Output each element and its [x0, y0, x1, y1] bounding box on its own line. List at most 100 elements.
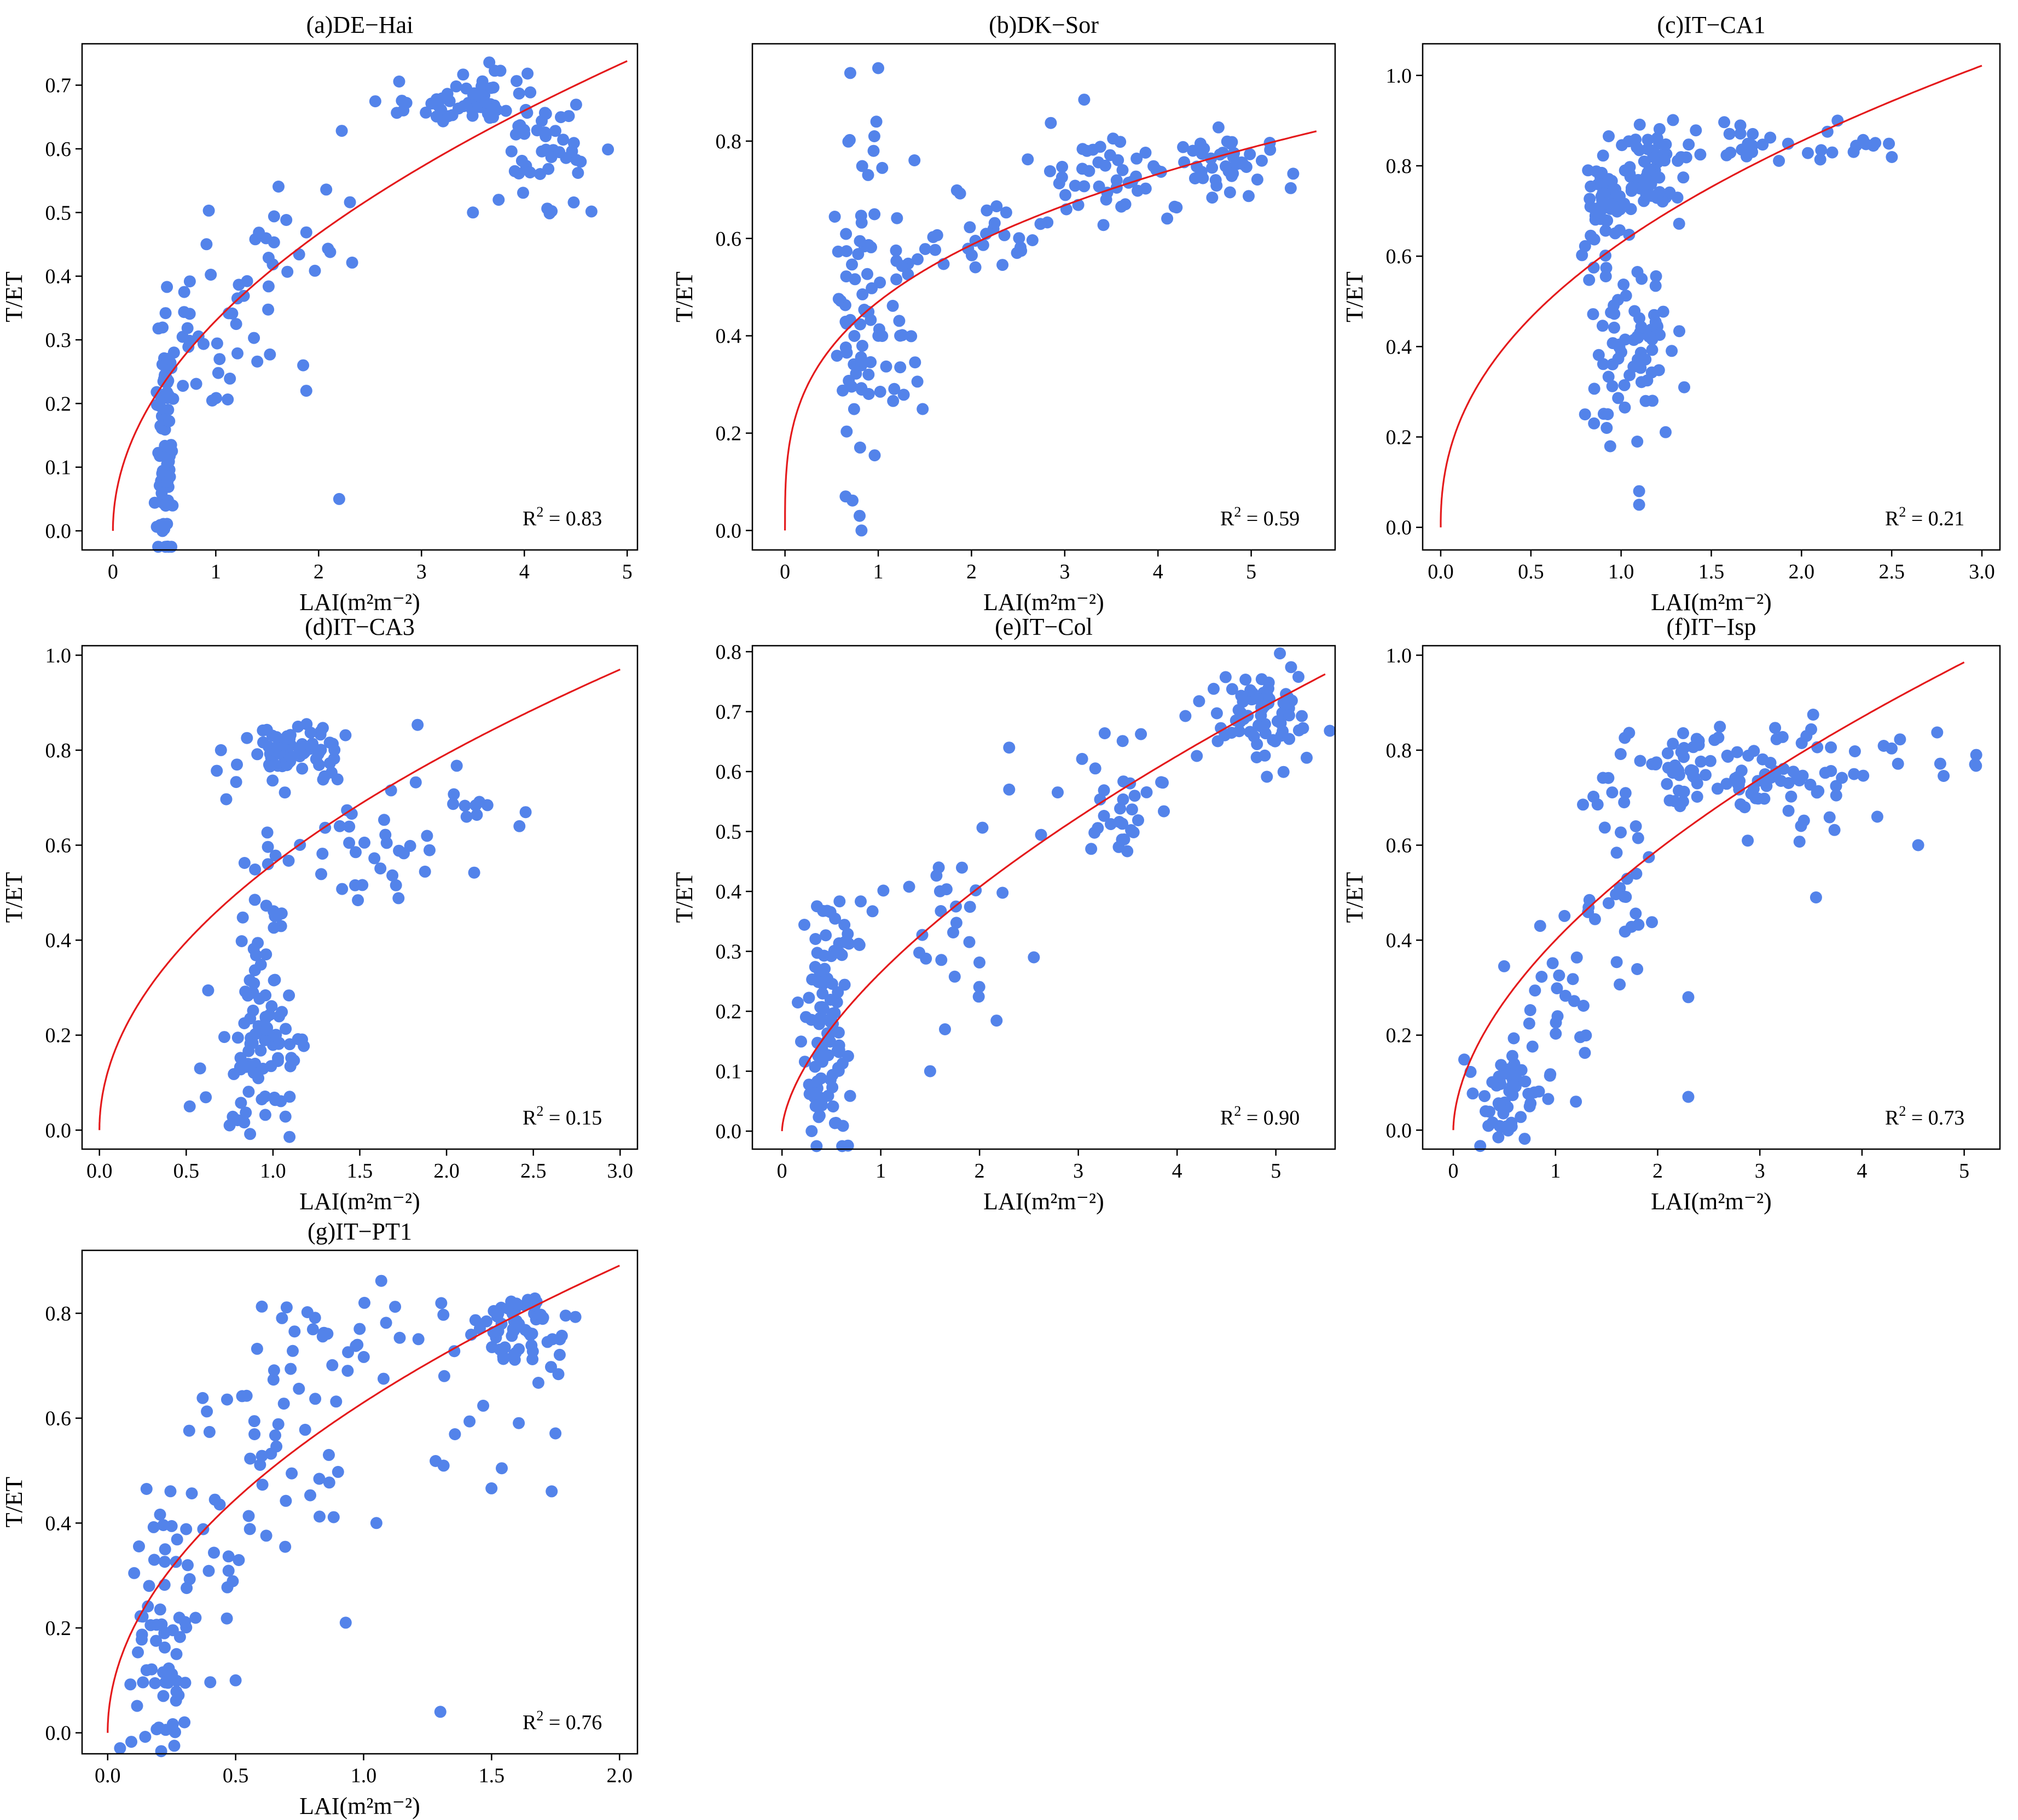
scatter-point [171, 1533, 183, 1546]
y-tick-label: 0.8 [1386, 155, 1412, 178]
scatter-point [261, 826, 274, 839]
scatter-point [1480, 1105, 1492, 1117]
x-axis-label: LAI(m²m⁻²) [299, 1188, 420, 1215]
scatter-point [888, 382, 901, 395]
scatter-point [935, 954, 948, 966]
scatter-point [990, 200, 1003, 212]
scatter-point [1747, 783, 1760, 795]
scatter-point [309, 264, 321, 277]
x-tick-label: 4 [1857, 1160, 1867, 1183]
scatter-point [317, 722, 329, 734]
y-tick-label: 0.6 [1386, 834, 1412, 857]
x-tick-label: 1 [1550, 1160, 1561, 1183]
scatter-point [854, 441, 866, 454]
chart-panel-d: (d)IT−CA3 0.0 0.5 1.0 1.5 2.0 2.5 3.0 0.0 0.2 0.4 0… [1, 613, 639, 1215]
y-tick-label: 0.5 [716, 821, 742, 844]
scatter-point [1894, 733, 1906, 746]
scatter-point [1623, 167, 1636, 180]
scatter-point [389, 1301, 402, 1313]
scatter-point [1264, 143, 1277, 156]
scatter-point [981, 204, 993, 217]
scatter-point [475, 80, 488, 92]
scatter-point [159, 307, 172, 320]
scatter-point [1550, 1028, 1562, 1040]
scatter-point [1045, 117, 1057, 129]
scatter-point [956, 861, 968, 874]
scatter-point [913, 947, 925, 959]
scatter-point [240, 1106, 252, 1119]
x-tick-label: 0.5 [173, 1160, 200, 1183]
panel-title: (g)IT−PT1 [308, 1218, 412, 1245]
scatter-point [973, 956, 985, 969]
scatter-point [183, 1100, 196, 1112]
chart-panel-e: (e)IT−Col 0 1 2 3 4 5 0.0 0.1 0.2 0.3 0.4 0.5 0.6 0.7 0… [671, 613, 1336, 1215]
scatter-point [270, 731, 283, 744]
r2-letter: R [1220, 507, 1234, 530]
scatter-point [1618, 379, 1631, 391]
scatter-point [844, 67, 856, 79]
scatter-point [831, 350, 843, 362]
scatter-point [322, 242, 334, 255]
panel-title: (f)IT−Isp [1666, 613, 1756, 640]
r2-value: = 0.59 [1241, 507, 1300, 530]
scatter-point [1828, 824, 1841, 836]
scatter-point [386, 869, 399, 882]
scatter-point [1493, 1099, 1506, 1112]
scatter-point [868, 449, 881, 462]
scatter-point [142, 1600, 154, 1613]
scatter-point [221, 1612, 233, 1625]
scatter-point [242, 1086, 255, 1098]
scatter-point [1482, 1120, 1495, 1132]
scatter-point [253, 993, 266, 1005]
scatter-point [1793, 836, 1806, 848]
scatter-point [1097, 219, 1110, 231]
scatter-point [269, 973, 281, 986]
r2-superscript: 2 [1234, 1103, 1241, 1119]
scatter-point [1579, 1047, 1591, 1059]
scatter-point [1474, 1140, 1487, 1152]
scatter-point [156, 321, 169, 334]
scatter-point [1785, 790, 1797, 803]
scatter-point [566, 145, 578, 158]
scatter-point [1285, 661, 1297, 674]
scatter-point [1035, 828, 1047, 841]
scatter-point [293, 1382, 305, 1395]
y-tick-label: 0.6 [45, 1407, 72, 1430]
scatter-point [306, 1323, 319, 1336]
scatter-point [467, 206, 479, 219]
y-tick-label: 0.0 [45, 520, 72, 543]
y-axis-label: T/ET [1, 271, 27, 322]
scatter-series [792, 647, 1336, 1152]
scatter-point [1823, 811, 1836, 824]
scatter-point [1830, 780, 1842, 792]
scatter-point [220, 793, 233, 805]
scatter-point [211, 764, 223, 777]
scatter-point [170, 1648, 183, 1660]
scatter-point [146, 1663, 158, 1676]
scatter-point [1650, 270, 1662, 282]
y-tick-label: 0.2 [45, 392, 72, 415]
scatter-point [819, 963, 831, 975]
scatter-point [1098, 784, 1110, 797]
scatter-point [248, 894, 261, 906]
scatter-point [795, 1035, 807, 1048]
scatter-point [350, 846, 362, 859]
y-tick-label: 0.3 [45, 329, 72, 352]
scatter-point [1747, 127, 1759, 140]
scatter-point [1667, 738, 1679, 750]
fit-curve [781, 673, 1326, 1132]
scatter-point [1523, 1017, 1535, 1030]
scatter-point [1132, 814, 1144, 826]
scatter-point [1583, 274, 1596, 286]
x-tick-label: 0.0 [95, 1764, 121, 1787]
scatter-point [1078, 180, 1091, 193]
scatter-point [477, 1399, 490, 1412]
scatter-point [148, 496, 161, 509]
scatter-point [1633, 485, 1645, 497]
scatter-point [241, 275, 253, 287]
scatter-point [1591, 798, 1604, 811]
x-tick-label: 2 [1652, 1160, 1663, 1183]
scatter-point [296, 762, 309, 775]
scatter-point [1602, 370, 1615, 383]
scatter-point [266, 774, 279, 787]
